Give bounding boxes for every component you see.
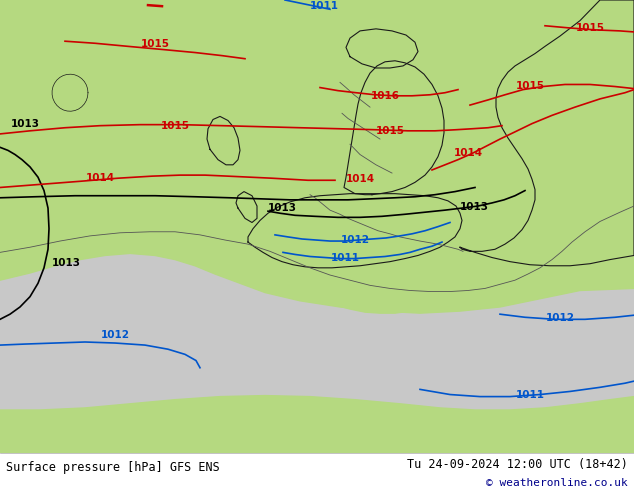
- Text: 1014: 1014: [453, 147, 482, 158]
- Text: © weatheronline.co.uk: © weatheronline.co.uk: [486, 478, 628, 489]
- Polygon shape: [248, 194, 462, 268]
- Text: 1015: 1015: [141, 40, 169, 49]
- Polygon shape: [0, 395, 634, 453]
- Text: 1015: 1015: [160, 121, 190, 131]
- Text: 1015: 1015: [576, 23, 604, 33]
- Text: 1015: 1015: [515, 81, 545, 91]
- Text: 1013: 1013: [460, 202, 489, 212]
- Polygon shape: [207, 117, 240, 165]
- Polygon shape: [346, 29, 418, 68]
- Text: 1011: 1011: [310, 1, 339, 11]
- Text: Tu 24-09-2024 12:00 UTC (18+42): Tu 24-09-2024 12:00 UTC (18+42): [407, 458, 628, 471]
- Polygon shape: [52, 74, 88, 111]
- Polygon shape: [425, 22, 432, 27]
- Text: 1016: 1016: [370, 91, 399, 101]
- Text: 1013: 1013: [11, 119, 39, 128]
- Polygon shape: [0, 0, 634, 313]
- Text: 1014: 1014: [86, 173, 115, 183]
- Text: Surface pressure [hPa] GFS ENS: Surface pressure [hPa] GFS ENS: [6, 462, 220, 474]
- Polygon shape: [22, 56, 45, 68]
- Polygon shape: [460, 0, 634, 266]
- Text: 1015: 1015: [375, 126, 404, 136]
- Polygon shape: [0, 0, 634, 313]
- Text: 1014: 1014: [346, 174, 375, 184]
- Text: 1012: 1012: [340, 235, 370, 245]
- Text: 1011: 1011: [330, 253, 359, 263]
- Text: 1012: 1012: [545, 314, 574, 323]
- Polygon shape: [0, 0, 634, 453]
- Polygon shape: [236, 192, 257, 222]
- Polygon shape: [344, 61, 444, 195]
- Text: 1013: 1013: [268, 203, 297, 213]
- Text: 1013: 1013: [52, 258, 81, 268]
- Text: 1011: 1011: [515, 390, 545, 400]
- Text: 1012: 1012: [101, 330, 129, 340]
